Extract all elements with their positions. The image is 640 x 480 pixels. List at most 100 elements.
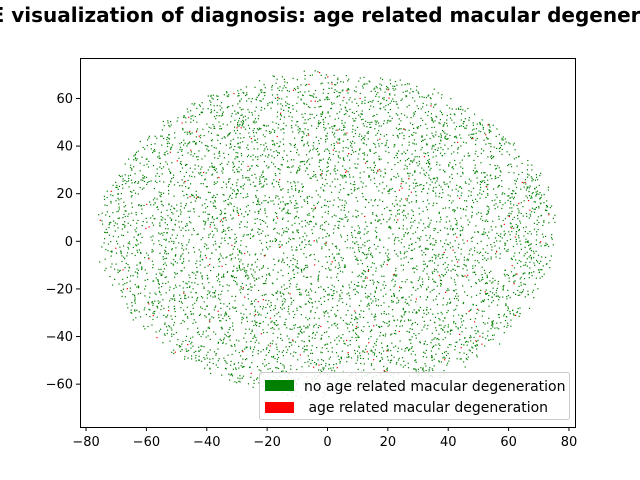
point-negative <box>251 112 253 114</box>
point-negative <box>224 137 226 139</box>
point-negative <box>357 368 359 370</box>
point-negative <box>342 165 344 167</box>
point-negative <box>173 298 176 300</box>
point-negative <box>294 204 296 207</box>
point-negative <box>167 145 169 148</box>
point-negative <box>131 202 133 204</box>
point-negative <box>250 300 253 302</box>
point-negative <box>298 154 300 156</box>
point-negative <box>406 250 408 253</box>
point-negative <box>528 187 531 189</box>
point-negative <box>257 228 259 230</box>
point-negative <box>233 363 235 365</box>
point-negative <box>327 97 329 99</box>
point-negative <box>183 116 185 118</box>
point-negative <box>206 123 208 125</box>
point-negative <box>362 280 364 282</box>
point-negative <box>235 113 237 115</box>
point-negative <box>207 108 209 110</box>
point-negative <box>417 237 419 239</box>
point-negative <box>338 128 341 130</box>
point-negative <box>211 162 213 164</box>
point-negative <box>194 142 197 144</box>
point-negative <box>442 207 444 209</box>
point-negative <box>214 295 216 297</box>
point-negative <box>499 236 501 238</box>
point-negative <box>288 167 290 169</box>
point-negative <box>198 104 201 106</box>
point-negative <box>333 145 335 147</box>
point-negative <box>278 244 280 246</box>
point-negative <box>461 321 463 323</box>
point-negative <box>314 312 316 314</box>
point-negative <box>440 311 442 313</box>
point-negative <box>530 250 532 252</box>
point-negative <box>218 257 220 260</box>
point-negative <box>449 247 452 249</box>
point-negative <box>260 351 262 353</box>
point-negative <box>239 146 241 148</box>
point-negative <box>408 144 410 146</box>
point-negative <box>398 213 400 215</box>
point-negative <box>457 299 459 301</box>
point-negative <box>382 284 384 286</box>
point-negative <box>467 152 469 154</box>
point-negative <box>373 171 375 173</box>
point-negative <box>357 263 359 265</box>
point-negative <box>269 368 271 370</box>
point-negative <box>239 261 241 263</box>
point-negative <box>376 113 378 116</box>
point-negative <box>434 316 437 318</box>
point-negative <box>230 214 232 216</box>
point-negative <box>484 132 486 134</box>
point-negative <box>489 291 491 293</box>
point-negative <box>540 245 542 247</box>
point-negative <box>165 292 167 294</box>
point-negative <box>496 196 498 198</box>
point-negative <box>499 253 501 255</box>
point-negative <box>259 100 261 102</box>
point-negative <box>431 256 433 258</box>
point-negative <box>249 313 251 315</box>
point-negative <box>261 294 263 297</box>
point-negative <box>411 160 413 162</box>
point-negative <box>471 216 473 218</box>
point-negative <box>276 324 278 326</box>
point-negative <box>185 348 187 350</box>
point-negative <box>316 179 318 181</box>
point-negative <box>308 158 310 160</box>
point-negative <box>364 292 367 294</box>
point-negative <box>395 154 397 156</box>
point-negative <box>306 276 309 278</box>
point-negative <box>344 126 346 128</box>
point-negative <box>252 355 254 357</box>
point-negative <box>226 91 228 93</box>
point-negative <box>105 248 107 251</box>
point-negative <box>314 207 316 210</box>
point-negative <box>167 253 169 255</box>
point-negative <box>431 260 433 262</box>
point-negative <box>135 239 138 241</box>
point-negative <box>440 147 442 149</box>
point-negative <box>134 254 136 257</box>
point-negative <box>404 215 407 217</box>
point-negative <box>371 262 373 264</box>
point-negative <box>440 218 442 221</box>
point-negative <box>262 306 264 308</box>
point-negative <box>193 351 195 353</box>
point-negative <box>452 228 454 230</box>
point-negative <box>415 312 417 314</box>
point-negative <box>204 308 206 310</box>
point-negative <box>432 121 435 123</box>
point-negative <box>275 195 277 197</box>
point-negative <box>461 192 463 194</box>
point-negative <box>454 349 456 351</box>
point-negative <box>238 117 241 119</box>
point-negative <box>499 201 501 203</box>
point-negative <box>451 202 453 204</box>
point-negative <box>272 144 274 146</box>
point-negative <box>386 255 388 257</box>
point-negative <box>447 185 449 187</box>
point-negative <box>201 275 203 277</box>
point-negative <box>350 145 352 147</box>
